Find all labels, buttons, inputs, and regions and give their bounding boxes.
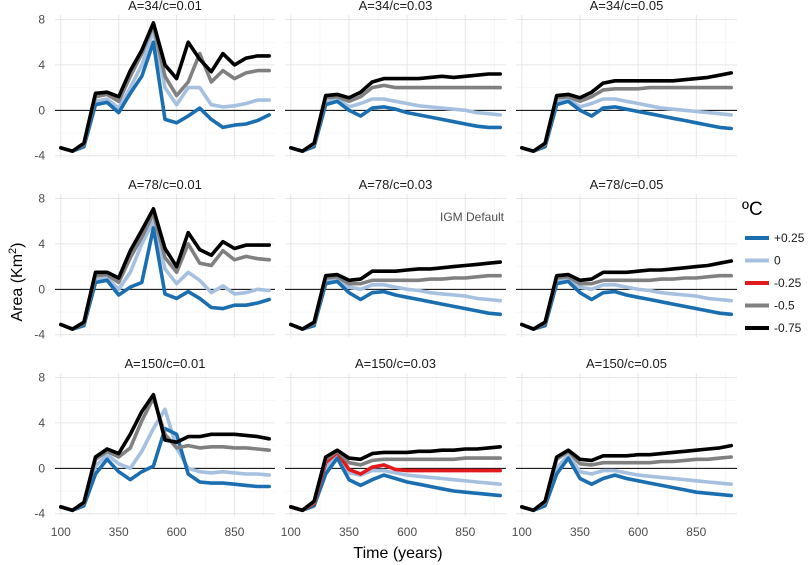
- legend: ºC +0.25 0 -0.25 -0.5 -0.75: [742, 199, 805, 335]
- panel-title: A=150/c=0.01: [125, 356, 206, 371]
- chart-axes: -4 0 4 8 -4 0 4 8 -4 0 4 8 100 350 600 850 100 350 600 850 1…: [34, 13, 706, 539]
- series-line: [58, 207, 272, 331]
- x-tick-label: 350: [339, 525, 359, 539]
- x-tick-label: 100: [512, 525, 532, 539]
- panel: A=150/c=0.05: [516, 356, 737, 516]
- y-tick-label: -4: [34, 507, 45, 521]
- panel: A=150/c=0.01: [55, 356, 275, 516]
- legend-label: 0: [774, 254, 781, 268]
- panel: A=34/c=0.05: [516, 0, 737, 158]
- series-line: [58, 392, 272, 513]
- panel: A=78/c=0.01: [55, 177, 275, 337]
- legend-label: -0.25: [774, 276, 802, 290]
- y-tick-label: 4: [38, 416, 45, 430]
- panel: A=150/c=0.03: [285, 356, 506, 516]
- x-tick-label: 850: [686, 525, 706, 539]
- x-tick-label: 100: [281, 525, 301, 539]
- x-tick-label: 600: [397, 525, 417, 539]
- x-tick-label: 100: [51, 525, 71, 539]
- series-line: [519, 456, 734, 513]
- panel: A=78/c=0.05: [516, 177, 737, 337]
- y-tick-label: -4: [34, 328, 45, 342]
- legend-label: -0.5: [774, 299, 795, 313]
- panel: A=34/c=0.01: [55, 0, 275, 158]
- x-tick-label: 850: [224, 525, 244, 539]
- y-tick-label: 0: [38, 461, 45, 475]
- series-line: [288, 260, 503, 331]
- series-line: [58, 407, 272, 513]
- series-line: [519, 259, 734, 331]
- series-line: [58, 21, 272, 153]
- panel: A=78/c=0.03: [285, 177, 506, 337]
- panel-title: A=78/c=0.05: [590, 177, 664, 192]
- y-axis-title-text: Area (Km: [9, 254, 26, 322]
- series-line: [519, 71, 734, 153]
- legend-label: +0.25: [774, 231, 805, 245]
- series-line: [288, 444, 503, 513]
- legend-items: +0.25 0 -0.25 -0.5 -0.75: [745, 231, 805, 335]
- y-tick-label: 4: [38, 58, 45, 72]
- panel: A=34/c=0.03: [285, 0, 506, 158]
- panel-title: A=34/c=0.05: [590, 0, 664, 13]
- x-axis-title: Time (years): [353, 545, 442, 562]
- y-tick-label: 0: [38, 282, 45, 296]
- x-tick-label: 850: [455, 525, 475, 539]
- panel-title: A=150/c=0.03: [355, 356, 436, 371]
- y-tick-label: 0: [38, 103, 45, 117]
- panel-title: A=34/c=0.01: [128, 0, 202, 13]
- y-axis-title: Area (Km2): [7, 242, 26, 321]
- x-tick-label: 350: [570, 525, 590, 539]
- panel-title: A=78/c=0.01: [128, 177, 202, 192]
- series-line: [519, 452, 734, 513]
- series-line: [288, 83, 503, 153]
- x-tick-label: 350: [109, 525, 129, 539]
- y-tick-label: -4: [34, 149, 45, 163]
- series-line: [288, 456, 503, 513]
- y-axis-title-superscript: 2: [7, 248, 19, 254]
- x-tick-label: 600: [167, 525, 187, 539]
- series-line: [58, 40, 272, 153]
- chart-panels: A=34/c=0.01 A=34/c=0.03 A=34/c=0.05 A=78/c=…: [55, 0, 737, 516]
- panel-title: A=78/c=0.03: [359, 177, 433, 192]
- igm-default-annotation: IGM Default: [440, 210, 505, 224]
- legend-title: ºC: [742, 199, 763, 220]
- series-line: [519, 443, 734, 513]
- y-tick-label: 8: [38, 13, 45, 27]
- y-tick-label: 4: [38, 237, 45, 251]
- y-axis-title-close: ): [9, 242, 26, 247]
- y-tick-label: 8: [38, 371, 45, 385]
- y-tick-label: 8: [38, 192, 45, 206]
- panel-title: A=150/c=0.05: [586, 356, 667, 371]
- series-line: [58, 219, 272, 331]
- series-line: [288, 72, 503, 153]
- panel-title: A=34/c=0.03: [359, 0, 433, 13]
- legend-label: -0.75: [774, 321, 802, 335]
- x-tick-label: 600: [628, 525, 648, 539]
